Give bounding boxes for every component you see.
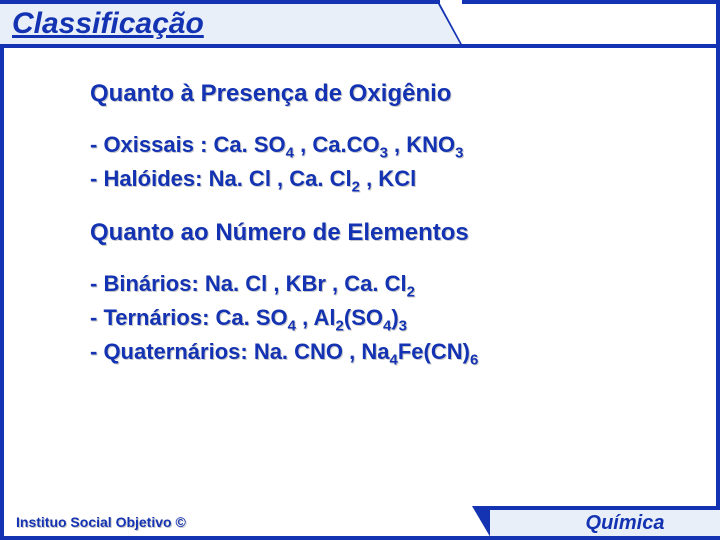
content-area: Quanto à Presença de Oxigênio - Oxissais… — [90, 80, 680, 392]
formula: Ca.CO — [312, 132, 379, 157]
sub: 6 — [470, 351, 478, 368]
label: - Quaternários: — [90, 339, 254, 364]
sep: , — [388, 132, 406, 157]
formula: Fe(CN) — [398, 339, 470, 364]
slide-title: Classificação — [12, 7, 204, 41]
label: - Oxissais : — [90, 132, 214, 157]
sub: 3 — [399, 317, 407, 334]
sub: 4 — [390, 351, 398, 368]
section2-heading: Quanto ao Número de Elementos — [90, 219, 680, 247]
footer-bar-left — [0, 536, 492, 540]
sub: 4 — [286, 144, 294, 161]
sep: , Al — [296, 305, 336, 330]
sep: , KCl — [360, 166, 416, 191]
section2-items: - Binários: Na. Cl , KBr , Ca. Cl2 - Ter… — [90, 269, 680, 370]
formula: ) — [391, 305, 398, 330]
footer-copyright: Instituo Social Objetivo © — [16, 514, 186, 530]
sub: 3 — [380, 144, 388, 161]
sub: 2 — [407, 284, 415, 301]
sep: , — [294, 132, 312, 157]
sub: 3 — [455, 144, 463, 161]
mid-bar-right — [438, 44, 720, 48]
footer-subject: Química — [546, 512, 665, 535]
label: - Ternários: — [90, 305, 216, 330]
oxissais-line: - Oxissais : Ca. SO4 , Ca.CO3 , KNO3 — [90, 130, 680, 164]
label: - Halóides: — [90, 166, 209, 191]
footer-diagonal — [472, 506, 492, 540]
section1-items: - Oxissais : Ca. SO4 , Ca.CO3 , KNO3 - H… — [90, 130, 680, 197]
formula: KNO — [406, 132, 455, 157]
haloides-line: - Halóides: Na. Cl , Ca. Cl2 , KCl — [90, 164, 680, 198]
footer: Instituo Social Objetivo © Química — [0, 504, 720, 540]
formula: Na. Cl , Ca. Cl — [209, 166, 352, 191]
top-bar-right — [462, 0, 720, 4]
sub: 2 — [336, 317, 344, 334]
left-border — [0, 48, 4, 540]
section1-heading: Quanto à Presença de Oxigênio — [90, 80, 680, 108]
formula: Ca. SO — [214, 132, 286, 157]
formula: Na. CNO , Na — [254, 339, 390, 364]
quaternarios-line: - Quaternários: Na. CNO , Na4Fe(CN)6 — [90, 337, 680, 371]
formula: (SO — [344, 305, 383, 330]
binarios-line: - Binários: Na. Cl , KBr , Ca. Cl2 — [90, 269, 680, 303]
sub: 2 — [352, 178, 360, 195]
title-diagonal-inner — [438, 4, 460, 44]
formula: Na. Cl , KBr , Ca. Cl — [205, 271, 407, 296]
title-box: Classificação — [0, 0, 440, 48]
right-border — [716, 0, 720, 540]
sub: 4 — [288, 317, 296, 334]
formula: Ca. SO — [216, 305, 288, 330]
header: Classificação — [0, 0, 720, 58]
ternarios-line: - Ternários: Ca. SO4 , Al2(SO4)3 — [90, 303, 680, 337]
label: - Binários: — [90, 271, 205, 296]
footer-subject-box: Química — [490, 506, 720, 540]
